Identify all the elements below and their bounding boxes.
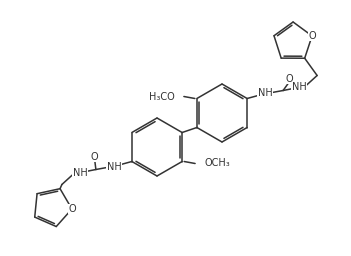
- Text: NH: NH: [292, 82, 306, 92]
- Text: O: O: [285, 73, 293, 83]
- Text: O: O: [308, 31, 316, 41]
- Text: NH: NH: [258, 89, 272, 99]
- Text: O: O: [68, 204, 76, 214]
- Text: O: O: [90, 152, 98, 162]
- Text: H₃CO: H₃CO: [149, 91, 175, 101]
- Text: NH: NH: [106, 162, 121, 172]
- Text: NH: NH: [73, 167, 87, 177]
- Text: OCH₃: OCH₃: [204, 158, 230, 168]
